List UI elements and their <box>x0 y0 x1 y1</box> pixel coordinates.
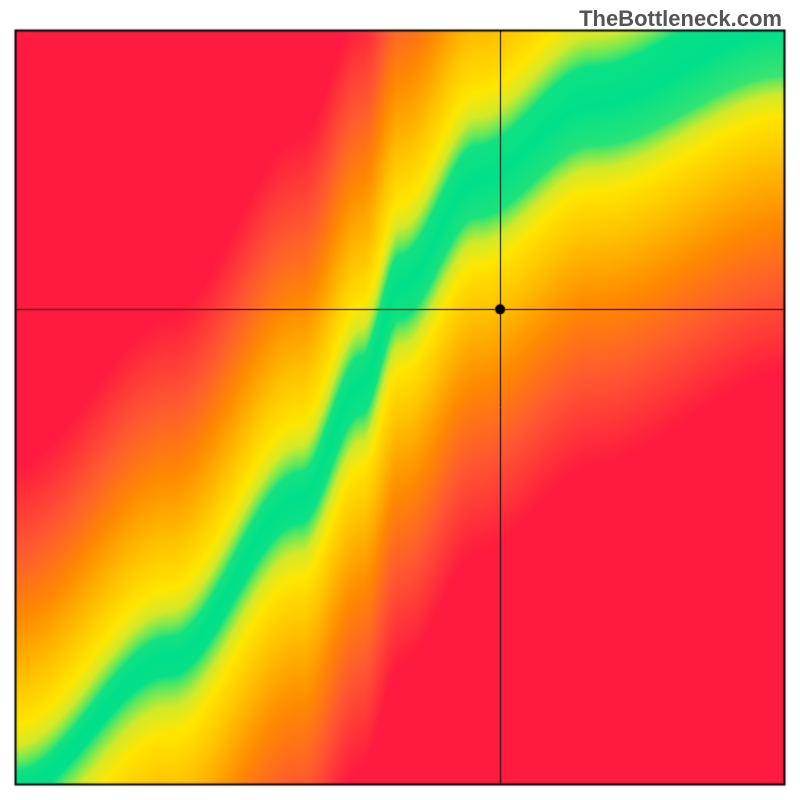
heatmap-canvas <box>0 0 800 800</box>
watermark-text: TheBottleneck.com <box>579 6 782 32</box>
figure-container: TheBottleneck.com <box>0 0 800 800</box>
